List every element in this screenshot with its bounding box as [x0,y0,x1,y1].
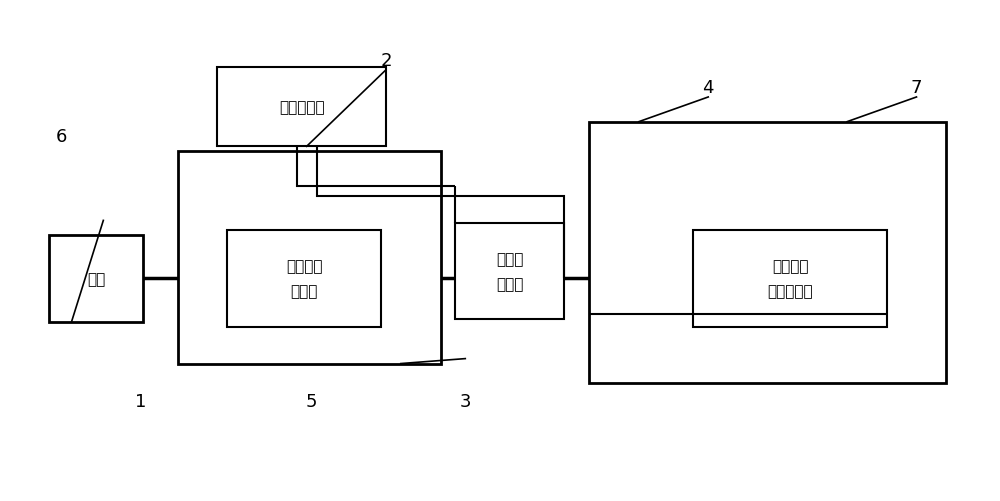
Text: 电动排: 电动排 [496,252,524,267]
Text: 4: 4 [702,79,714,97]
Bar [49,235,143,322]
Text: 压力传感器: 压力传感器 [767,284,813,299]
Bar [589,122,946,384]
Bar [227,231,381,327]
Text: 5: 5 [306,392,317,410]
Text: 3: 3 [460,392,471,410]
Text: 1: 1 [135,392,147,410]
Bar [178,152,440,364]
Text: 气活门: 气活门 [496,277,524,292]
Bar [217,68,386,147]
Text: 7: 7 [911,79,922,97]
Text: 传感器: 传感器 [290,284,318,299]
Bar [693,231,887,327]
Text: 气源: 气源 [87,272,105,286]
Text: 数字控制器: 数字控制器 [279,100,324,115]
Text: 2: 2 [380,52,392,70]
Text: 座舱压力: 座舱压力 [286,259,322,274]
Text: 6: 6 [56,128,67,146]
Bar [455,223,564,320]
Text: 模拟大气: 模拟大气 [772,259,808,274]
